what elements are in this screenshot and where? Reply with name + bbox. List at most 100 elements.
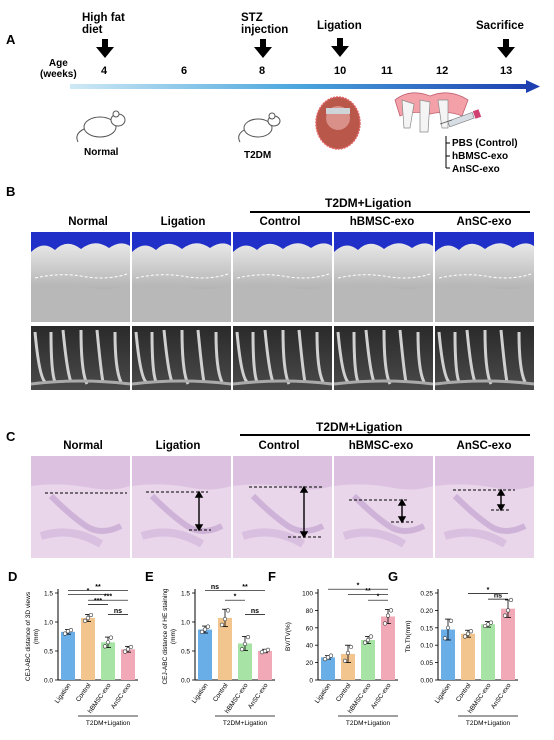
y-tick-label: 40	[306, 643, 314, 650]
sig-label: ns	[494, 593, 502, 600]
data-point	[508, 597, 514, 603]
timeline-axis	[70, 84, 528, 89]
data-point	[365, 637, 371, 643]
week-8: 8	[259, 65, 266, 77]
group-underline-c	[240, 434, 530, 436]
ligation-photo	[315, 96, 361, 150]
bar-control	[218, 617, 232, 680]
data-point	[245, 634, 251, 640]
panel-label-d: D	[8, 569, 17, 584]
y-tick-label: 0.15	[420, 625, 433, 632]
group-label: T2DM+Ligation	[466, 720, 511, 727]
x-tick-label: AnSC-exo	[370, 682, 393, 711]
x-tick-label: Control	[455, 682, 473, 704]
bar-hbmsc-exo	[238, 643, 252, 680]
y-tick-label: 0	[309, 678, 313, 685]
data-point	[462, 634, 468, 639]
treatment-list: PBS (Control) hBMSC-exo AnSC-exo	[452, 138, 518, 175]
sig-label: ***	[104, 594, 112, 601]
col-header-ligation-b: Ligation	[160, 216, 206, 228]
y-tick-label: 20	[306, 660, 314, 667]
bar-ligation	[61, 631, 75, 680]
y-tick-label: 100	[302, 591, 313, 598]
data-point	[88, 612, 94, 618]
data-point	[125, 647, 131, 652]
sig-label: *	[87, 588, 90, 595]
col-header-normal-b: Normal	[68, 216, 108, 228]
y-tick-label: 0.0	[181, 678, 190, 685]
week-6: 6	[181, 65, 188, 77]
y-tick-label: 1.0	[44, 620, 53, 627]
group-label: T2DM+Ligation	[346, 720, 391, 727]
col-header-hbmsc-b: hBMSC-exo	[349, 216, 415, 228]
bar-ansc-exo	[381, 616, 395, 680]
y-tick-label: 0.20	[420, 608, 433, 615]
data-point	[442, 636, 448, 641]
data-point	[102, 644, 108, 649]
data-point	[82, 618, 88, 623]
data-point	[342, 658, 348, 663]
sig-label: *	[234, 594, 237, 601]
x-tick-label: AnSC-exo	[490, 682, 513, 711]
col-header-ansc-c: AnSC-exo	[456, 440, 512, 452]
data-point	[482, 623, 488, 629]
event-high-fat: High fat diet	[82, 12, 125, 36]
timeline-arrowhead	[526, 80, 540, 93]
bar-control	[81, 617, 95, 680]
event-sacrifice: Sacrifice	[476, 20, 524, 32]
bar-ansc-exo	[501, 608, 515, 680]
timeline-figure	[70, 38, 540, 169]
sig-label: ns	[211, 584, 219, 591]
data-point	[502, 613, 508, 618]
x-tick-label: AnSC-exo	[110, 682, 133, 711]
x-tick-label: Control	[212, 682, 230, 704]
group-label: T2DM+Ligation	[223, 720, 268, 727]
y-tick-label: 0.25	[420, 591, 433, 598]
col-header-hbmsc-c: hBMSC-exo	[348, 440, 414, 452]
group-header-b: T2DM+Ligation	[325, 196, 412, 210]
y-tick-label: 80	[306, 608, 314, 615]
sig-label: **	[242, 584, 248, 591]
bar-hbmsc-exo	[101, 642, 115, 680]
col-header-control-c: Control	[258, 440, 300, 452]
bar-hbmsc-exo	[361, 639, 375, 680]
chart-e: E CEJ-ABC distance of HE staining(mm) 0.0 0…	[145, 569, 275, 727]
data-point	[202, 627, 208, 632]
data-point	[242, 641, 248, 647]
panel-label-f: F	[268, 569, 276, 584]
data-point	[388, 608, 394, 613]
sig-label: ns	[114, 608, 122, 615]
age-axis-label: Age (weeks)	[40, 58, 77, 80]
panel-label-a: A	[6, 32, 16, 47]
x-tick-label: Control	[75, 682, 93, 704]
week-4: 4	[101, 65, 108, 77]
y-tick-label: 0.00	[420, 678, 433, 685]
panel-label-b: B	[6, 184, 16, 199]
x-tick-label: AnSC-exo	[247, 682, 270, 711]
chart-g: G Tb.Th(mm) 0.00 0.05 0.10 0.15 0.20 0.25 Ligati…	[388, 569, 518, 727]
bar-ansc-exo	[258, 651, 272, 680]
data-point	[348, 644, 354, 650]
week-11: 11	[381, 65, 393, 77]
he-stain-image-grid	[31, 456, 536, 558]
sig-label: **	[95, 584, 101, 591]
event-stz: STZ injection	[241, 12, 289, 36]
week-13: 13	[500, 65, 513, 77]
col-header-normal-c: Normal	[63, 440, 103, 452]
y-axis-label: BV/TV(%)	[285, 622, 292, 651]
week-10: 10	[334, 65, 347, 77]
x-tick-label: Ligation	[191, 682, 210, 705]
data-point	[448, 618, 454, 623]
sig-label: *	[377, 594, 380, 601]
y-tick-label: 0.0	[44, 678, 53, 685]
y-tick-label: 1.5	[181, 591, 190, 598]
event-ligation: Ligation	[317, 20, 362, 32]
x-tick-label: Ligation	[314, 682, 333, 705]
col-header-ansc-b: AnSC-exo	[456, 216, 512, 228]
data-point	[108, 635, 114, 640]
data-point	[328, 653, 334, 658]
data-point	[322, 657, 328, 662]
x-tick-label: Ligation	[54, 682, 73, 705]
data-point	[199, 629, 205, 634]
data-point	[385, 613, 391, 618]
